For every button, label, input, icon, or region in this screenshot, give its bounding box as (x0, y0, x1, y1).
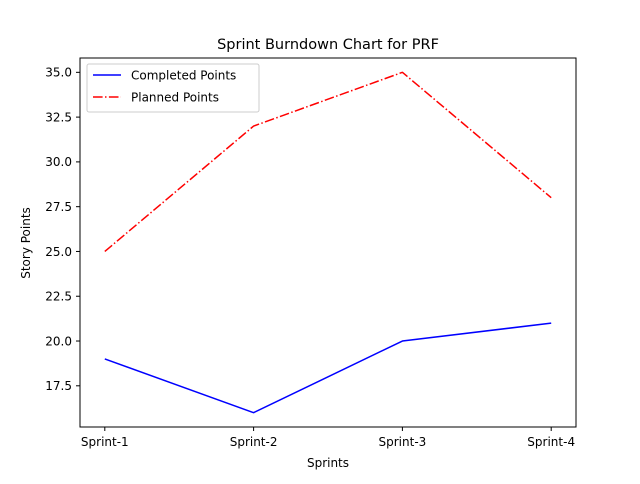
chart-title: Sprint Burndown Chart for PRF (217, 37, 439, 53)
y-tick-label: 32.5 (45, 110, 72, 124)
x-tick-label: Sprint-4 (527, 435, 575, 449)
y-tick-label: 20.0 (45, 334, 72, 348)
y-axis: 17.5 20.0 22.5 25.0 27.5 30.0 32.5 35.0 (45, 66, 80, 393)
legend: Completed Points Planned Points (87, 64, 259, 112)
x-axis-label: Sprints (307, 456, 349, 470)
series-line-0 (105, 323, 551, 413)
plot-frame (80, 58, 576, 427)
y-tick-label: 27.5 (45, 200, 72, 214)
series-layer (105, 72, 551, 412)
y-axis-label: Story Points (19, 207, 33, 279)
y-tick-label: 22.5 (45, 290, 72, 304)
x-axis: Sprint-1 Sprint-2 Sprint-3 Sprint-4 (81, 427, 575, 449)
x-tick-label: Sprint-2 (230, 435, 278, 449)
y-tick-label: 35.0 (45, 66, 72, 80)
x-tick-label: Sprint-1 (81, 435, 129, 449)
x-tick-label: Sprint-3 (379, 435, 427, 449)
y-tick-label: 30.0 (45, 155, 72, 169)
plot-area (80, 58, 576, 427)
legend-label: Planned Points (131, 90, 219, 104)
y-tick-label: 17.5 (45, 379, 72, 393)
legend-label: Completed Points (131, 68, 236, 82)
y-tick-label: 25.0 (45, 245, 72, 259)
